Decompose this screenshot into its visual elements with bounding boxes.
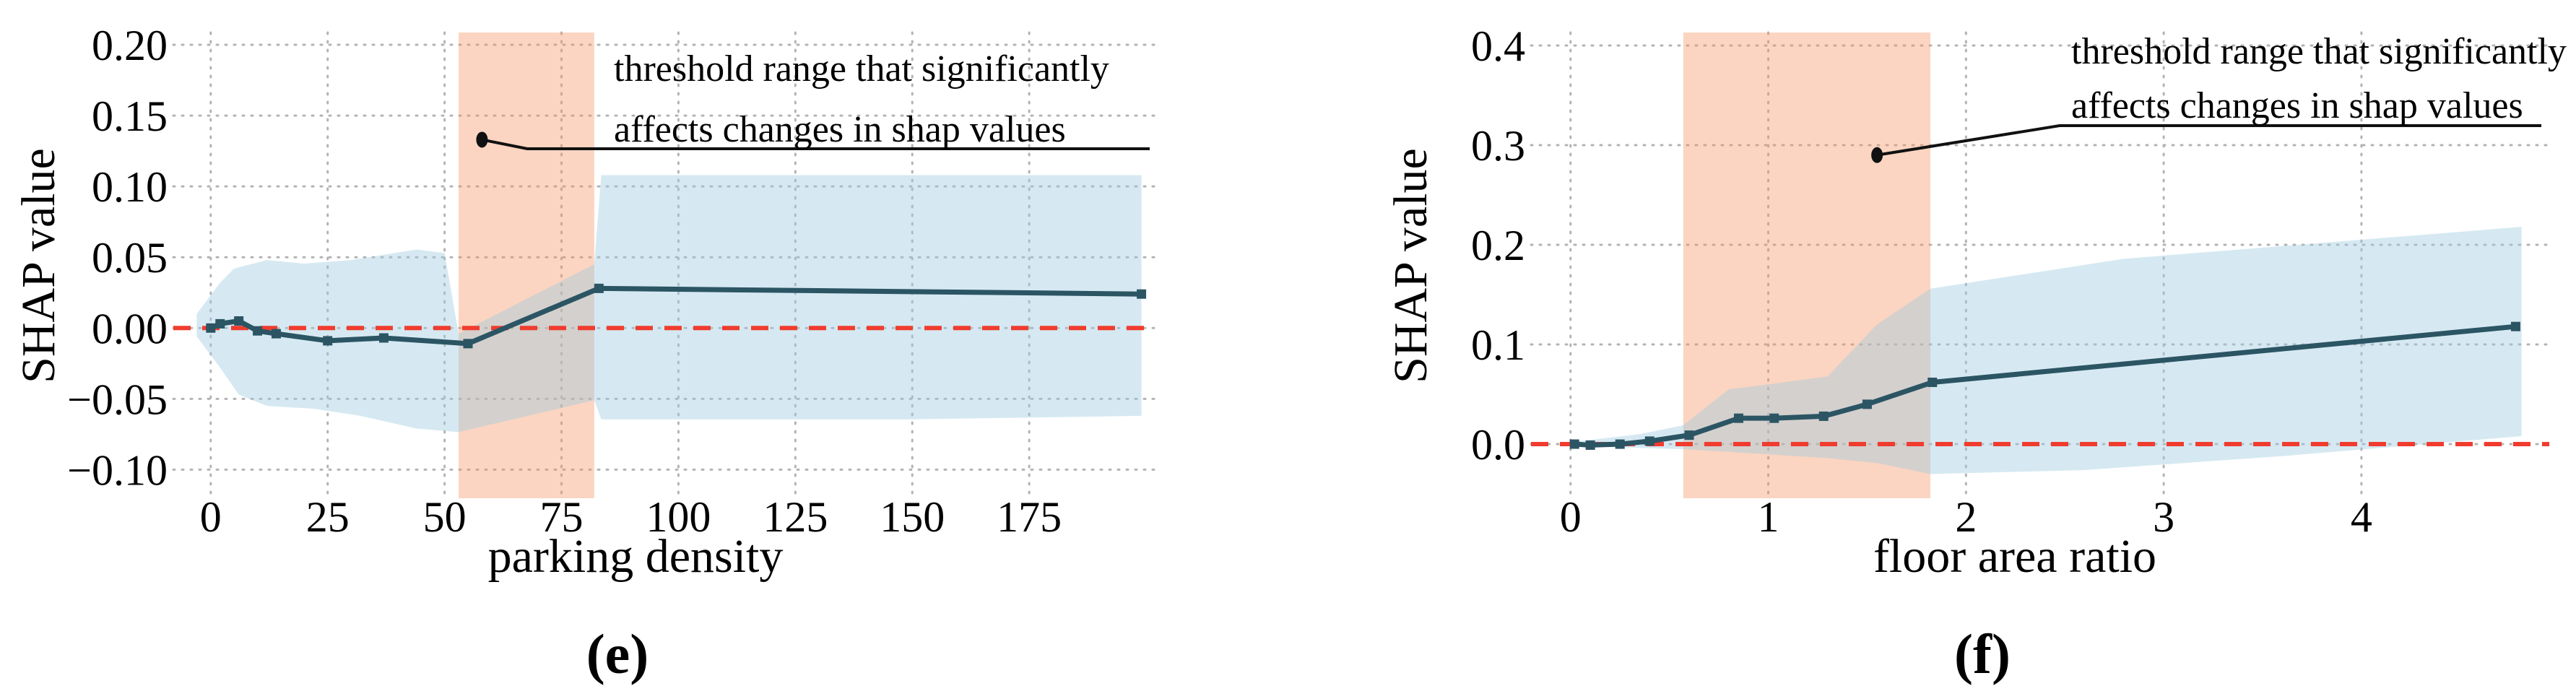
chart-f-annotation-line2: affects changes in shap values bbox=[2071, 85, 2523, 126]
x-tick-label: 175 bbox=[997, 493, 1062, 541]
chart-e-x-axis-label: parking density bbox=[488, 530, 784, 583]
y-tick-label: 0.15 bbox=[92, 92, 168, 140]
data-point-marker bbox=[1615, 439, 1625, 449]
data-point-marker bbox=[1818, 411, 1829, 421]
x-tick-label: 75 bbox=[540, 493, 584, 541]
annotation-leader-line bbox=[1876, 124, 2541, 157]
x-tick-label: 100 bbox=[646, 493, 711, 541]
x-tick-label: 50 bbox=[423, 493, 467, 541]
chart-f-y-axis-label: SHAP value bbox=[1384, 148, 1437, 383]
y-tick-label: 0.10 bbox=[92, 163, 168, 211]
data-point-marker bbox=[463, 339, 473, 349]
data-point-marker bbox=[1684, 430, 1694, 440]
y-tick-label: 0.0 bbox=[1471, 421, 1525, 469]
data-point-marker bbox=[253, 326, 263, 336]
data-point-marker bbox=[1137, 289, 1147, 299]
x-tick-label: 3 bbox=[2153, 493, 2174, 541]
annotation-dot bbox=[1871, 147, 1883, 163]
chart-e-y-axis-label: SHAP value bbox=[12, 148, 65, 383]
y-tick-label: 0.2 bbox=[1471, 222, 1525, 269]
gridlines bbox=[172, 31, 1157, 500]
data-point-marker bbox=[234, 316, 244, 326]
data-point-marker bbox=[1585, 440, 1595, 450]
x-tick-label: 125 bbox=[763, 493, 828, 541]
y-tick-label: 0.1 bbox=[1471, 321, 1525, 369]
data-point-marker bbox=[206, 323, 216, 333]
data-point-marker bbox=[378, 333, 389, 343]
x-tick-labels: 0 25 50 75 100 125 150 175 bbox=[200, 493, 1062, 541]
x-tick-label: 25 bbox=[306, 493, 350, 541]
data-point-marker bbox=[2510, 321, 2520, 331]
y-tick-labels: 0.4 0.3 0.2 0.1 0.0 bbox=[1471, 22, 1525, 469]
shap-mean-line bbox=[208, 285, 1145, 347]
x-tick-label: 1 bbox=[1758, 493, 1779, 541]
chart-f-annotation-line1: threshold range that significantly bbox=[2071, 31, 2567, 72]
data-point-marker bbox=[594, 283, 604, 293]
x-tick-label: 2 bbox=[1955, 493, 1977, 541]
y-tick-label: 0.3 bbox=[1471, 122, 1525, 170]
chart-e: 0 25 50 75 100 125 150 175 0.20 0.15 0.10 0.05 0.00 −… bbox=[67, 22, 1157, 541]
data-point-marker bbox=[1769, 413, 1779, 423]
x-tick-label: 150 bbox=[880, 493, 945, 541]
y-tick-label: 0.20 bbox=[92, 22, 168, 69]
chart-e-caption: (e) bbox=[586, 622, 649, 685]
confidence-band bbox=[196, 175, 1142, 433]
annotation-dot bbox=[476, 131, 488, 148]
y-tick-label: 0.00 bbox=[92, 305, 168, 352]
x-tick-label: 0 bbox=[1560, 493, 1582, 541]
data-point-marker bbox=[323, 336, 333, 346]
data-point-marker bbox=[1733, 413, 1743, 423]
x-tick-labels: 0 1 2 3 4 bbox=[1560, 493, 2372, 541]
data-point-marker bbox=[1569, 439, 1579, 449]
chart-e-annotation-line2: affects changes in shap values bbox=[614, 109, 1066, 150]
chart-f-caption: (f) bbox=[1954, 622, 2011, 685]
data-point-marker bbox=[271, 329, 281, 339]
y-tick-label: 0.05 bbox=[92, 234, 168, 282]
confidence-band bbox=[1570, 227, 2522, 474]
data-point-marker bbox=[1927, 377, 1938, 387]
threshold-band bbox=[459, 32, 594, 498]
data-point-marker bbox=[1862, 399, 1872, 409]
chart-f: 0 1 2 3 4 0.4 0.3 0.2 0.1 0.0 bbox=[1471, 22, 2551, 541]
y-tick-labels: 0.20 0.15 0.10 0.05 0.00 −0.05 −0.10 bbox=[67, 22, 168, 494]
data-point-marker bbox=[215, 318, 225, 329]
y-tick-label: −0.05 bbox=[67, 375, 168, 423]
x-tick-label: 0 bbox=[200, 493, 222, 541]
y-tick-label: −0.10 bbox=[67, 446, 168, 494]
chart-f-x-axis-label: floor area ratio bbox=[1873, 530, 2156, 583]
y-tick-label: 0.4 bbox=[1471, 22, 1525, 70]
x-tick-label: 4 bbox=[2351, 493, 2372, 541]
data-point-marker bbox=[1644, 436, 1655, 446]
annotation-leader-line bbox=[482, 138, 1150, 150]
chart-e-annotation-line1: threshold range that significantly bbox=[614, 48, 1109, 90]
